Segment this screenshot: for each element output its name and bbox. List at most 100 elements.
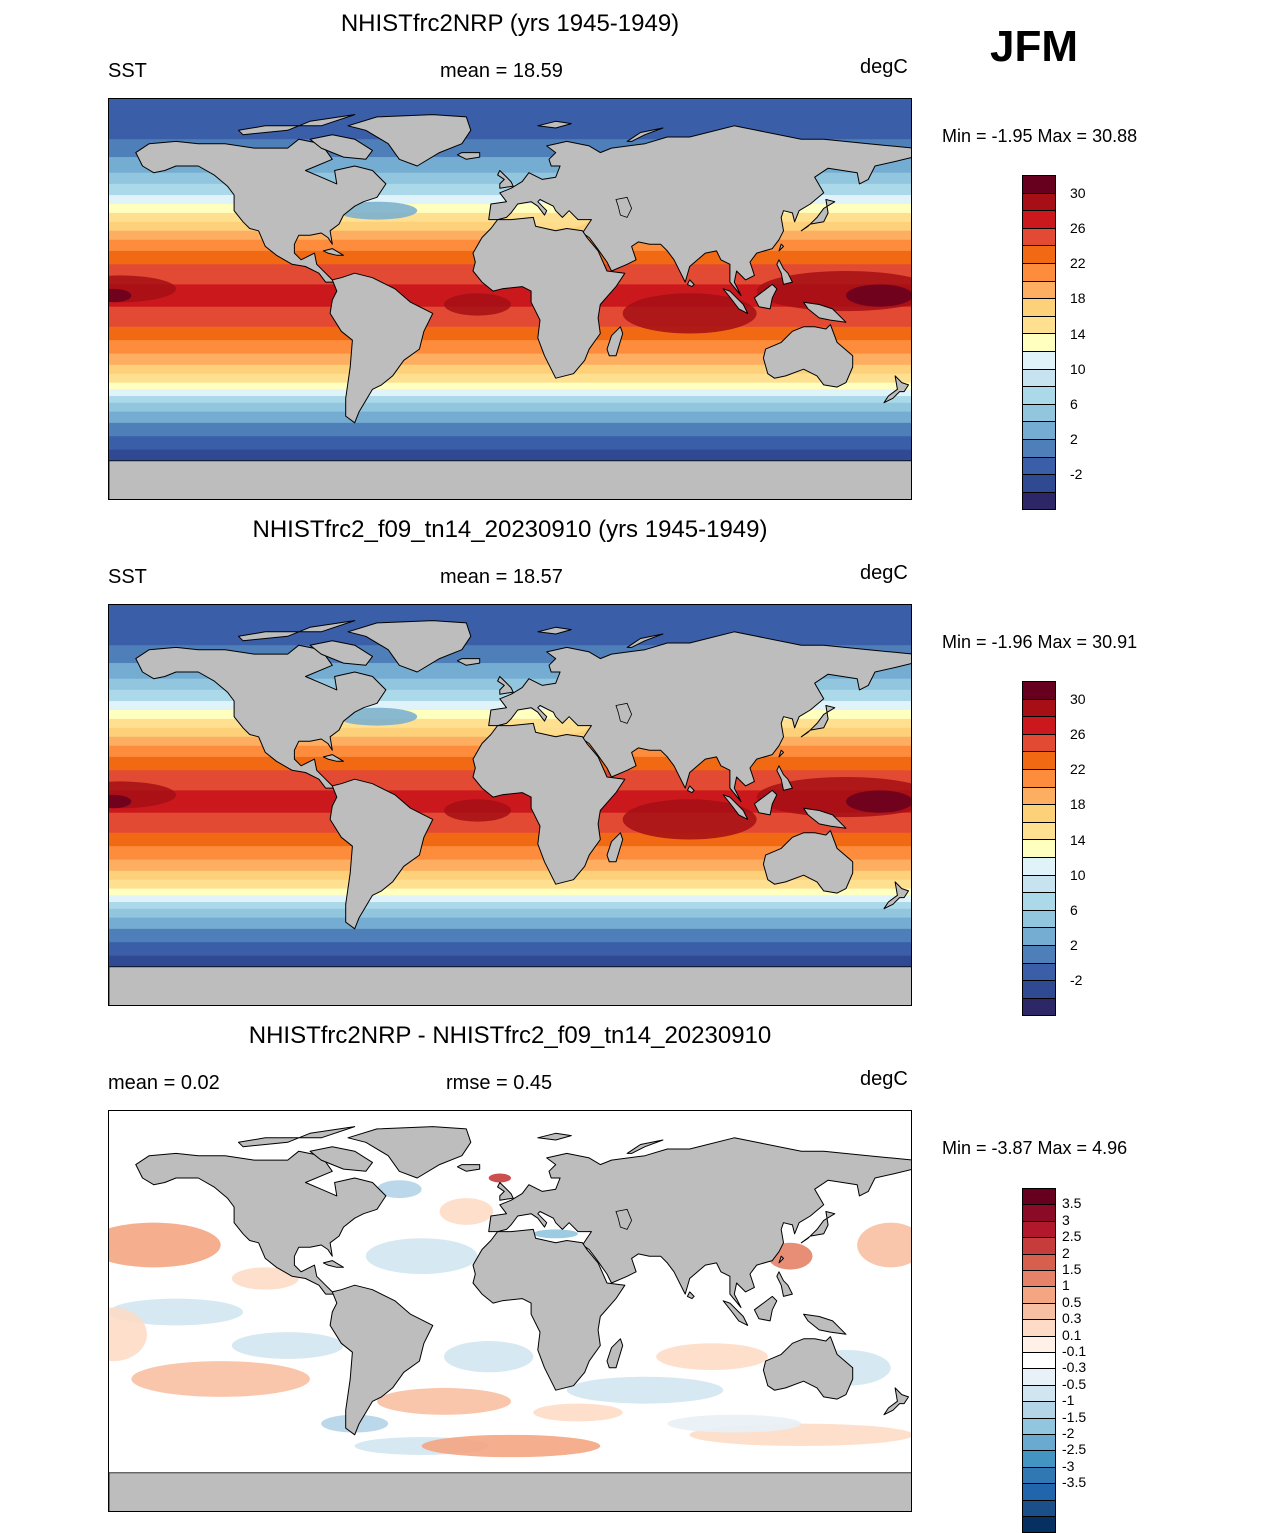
season-label: JFM: [990, 22, 1078, 71]
colorbar-swatch: [1022, 945, 1056, 964]
colorbar-swatch: [1022, 1286, 1056, 1304]
diff-anomaly-patch: [656, 1343, 768, 1371]
colorbar-label: 2.5: [1062, 1228, 1082, 1245]
landmass-antarctica: [109, 1472, 911, 1511]
colorbar-swatch: [1022, 1237, 1056, 1255]
landmass-iceland: [456, 152, 481, 160]
landmass-sumatra: [722, 288, 749, 314]
diff-anomaly-patch: [231, 1332, 344, 1359]
landmass-arctic-islands: [238, 1126, 356, 1148]
landmass-svalbard: [537, 120, 572, 129]
colorbar-label: -1.5: [1062, 1408, 1087, 1425]
colorbar-label: -3.5: [1062, 1474, 1087, 1491]
colorbar-label: -0.1: [1062, 1343, 1087, 1359]
landmass-north-america: [135, 1150, 387, 1295]
colorbar-label: 18: [1070, 290, 1086, 307]
diff-anomaly-patch: [231, 1267, 299, 1290]
landmass-greenland: [347, 114, 472, 167]
diff-anomaly-patch: [444, 1341, 534, 1373]
landmass-arctic-islands: [238, 114, 356, 136]
landmass-borneo: [753, 1295, 778, 1322]
sst-band: [109, 917, 911, 930]
colorbar-label: 0.5: [1062, 1293, 1082, 1310]
colorbar-swatch: [1022, 1319, 1056, 1337]
landmass-cuba: [322, 248, 344, 256]
sst-band: [109, 172, 911, 185]
landmass-africa: [472, 1228, 626, 1391]
landmass-uk: [497, 676, 514, 695]
diff-anomaly-patch: [439, 1198, 494, 1225]
landmass-new-zealand: [883, 881, 909, 910]
colorbar-swatch: [1022, 821, 1056, 841]
colorbar-swatch: [1022, 1401, 1056, 1419]
sst-band: [109, 888, 911, 896]
panel-1-title: NHISTfrc2NRP (yrs 1945-1949): [340, 10, 680, 37]
landmass-sri-lanka: [686, 279, 695, 288]
lake-caspian: [615, 1208, 633, 1230]
landmass-baffin: [309, 1146, 373, 1172]
colorbar-swatch: [1022, 298, 1056, 317]
landmass-baffin: [309, 640, 373, 666]
landmass-south-america: [329, 272, 434, 424]
colorbar-label: -2.5: [1062, 1441, 1087, 1458]
sst-anomaly-patch: [444, 293, 511, 316]
panel-1-variable: SST: [108, 60, 147, 82]
diff-anomaly-patch: [421, 1434, 601, 1458]
colorbar-swatch: [1022, 456, 1056, 476]
colorbar-label: 30: [1070, 690, 1086, 707]
colorbar-swatch: [1022, 386, 1056, 405]
colorbar-label: 14: [1070, 831, 1086, 848]
landmass-baffin: [309, 134, 373, 160]
sst-band: [109, 942, 911, 957]
colorbar-label: 0.1: [1062, 1326, 1082, 1343]
colorbar-label: -2: [1070, 972, 1083, 989]
landmass-new-guinea: [803, 1313, 847, 1335]
colorbar-swatch: [1022, 927, 1056, 946]
colorbar-swatch: [1022, 1434, 1056, 1452]
landmass-madagascar: [606, 326, 624, 357]
landmass-cuba: [322, 1260, 344, 1268]
colorbar-swatch: [1022, 769, 1056, 788]
sst-band: [109, 678, 911, 691]
landmass-philippines: [776, 765, 793, 791]
landmass-australia: [762, 324, 854, 388]
diff-anomaly-patch: [667, 1414, 802, 1433]
colorbar-swatch: [1022, 874, 1056, 894]
colorbar-swatch: [1022, 1417, 1056, 1435]
colorbar-swatch: [1022, 333, 1056, 352]
colorbar-swatch: [1022, 1253, 1056, 1271]
landmass-greenland: [347, 1126, 472, 1179]
colorbar-label: 26: [1070, 220, 1086, 236]
colorbar-swatch: [1022, 1450, 1056, 1468]
colorbar-label: 22: [1070, 761, 1086, 778]
colorbar-swatch: [1022, 1270, 1056, 1288]
colorbar-swatch: [1022, 716, 1056, 735]
landmass-borneo: [753, 283, 778, 310]
landmass-north-america: [135, 644, 387, 789]
sst-anomaly-patch: [524, 215, 587, 229]
colorbar-swatch: [1022, 351, 1056, 370]
panel-2-map: [108, 604, 912, 1006]
colorbar-swatch: [1022, 1368, 1056, 1386]
colorbar-swatch: [1022, 909, 1056, 929]
colorbar-label: 0.3: [1062, 1310, 1082, 1327]
sst-anomaly-patch: [109, 794, 132, 809]
landmass-novaya-zemlya: [626, 633, 664, 648]
sst-band: [109, 812, 911, 834]
landmass-arctic-islands: [238, 620, 356, 642]
landmass-new-zealand: [883, 1387, 909, 1416]
sst-band: [109, 99, 911, 140]
landmass-australia: [762, 830, 854, 894]
landmass-uk: [497, 170, 514, 189]
colorbar-swatch: [1022, 1352, 1056, 1370]
colorbar-swatch: [1022, 474, 1056, 493]
colorbar-swatch: [1022, 1302, 1056, 1321]
colorbar-label: 22: [1070, 255, 1086, 272]
colorbar-label: 1: [1062, 1277, 1070, 1294]
colorbar-swatch: [1022, 1483, 1056, 1501]
colorbar-label: 3.5: [1062, 1195, 1082, 1212]
sst-band: [109, 605, 911, 646]
panel-1-units: degC: [860, 56, 908, 78]
landmass-taiwan: [778, 243, 784, 252]
colorbar-swatch: [1022, 997, 1056, 1017]
